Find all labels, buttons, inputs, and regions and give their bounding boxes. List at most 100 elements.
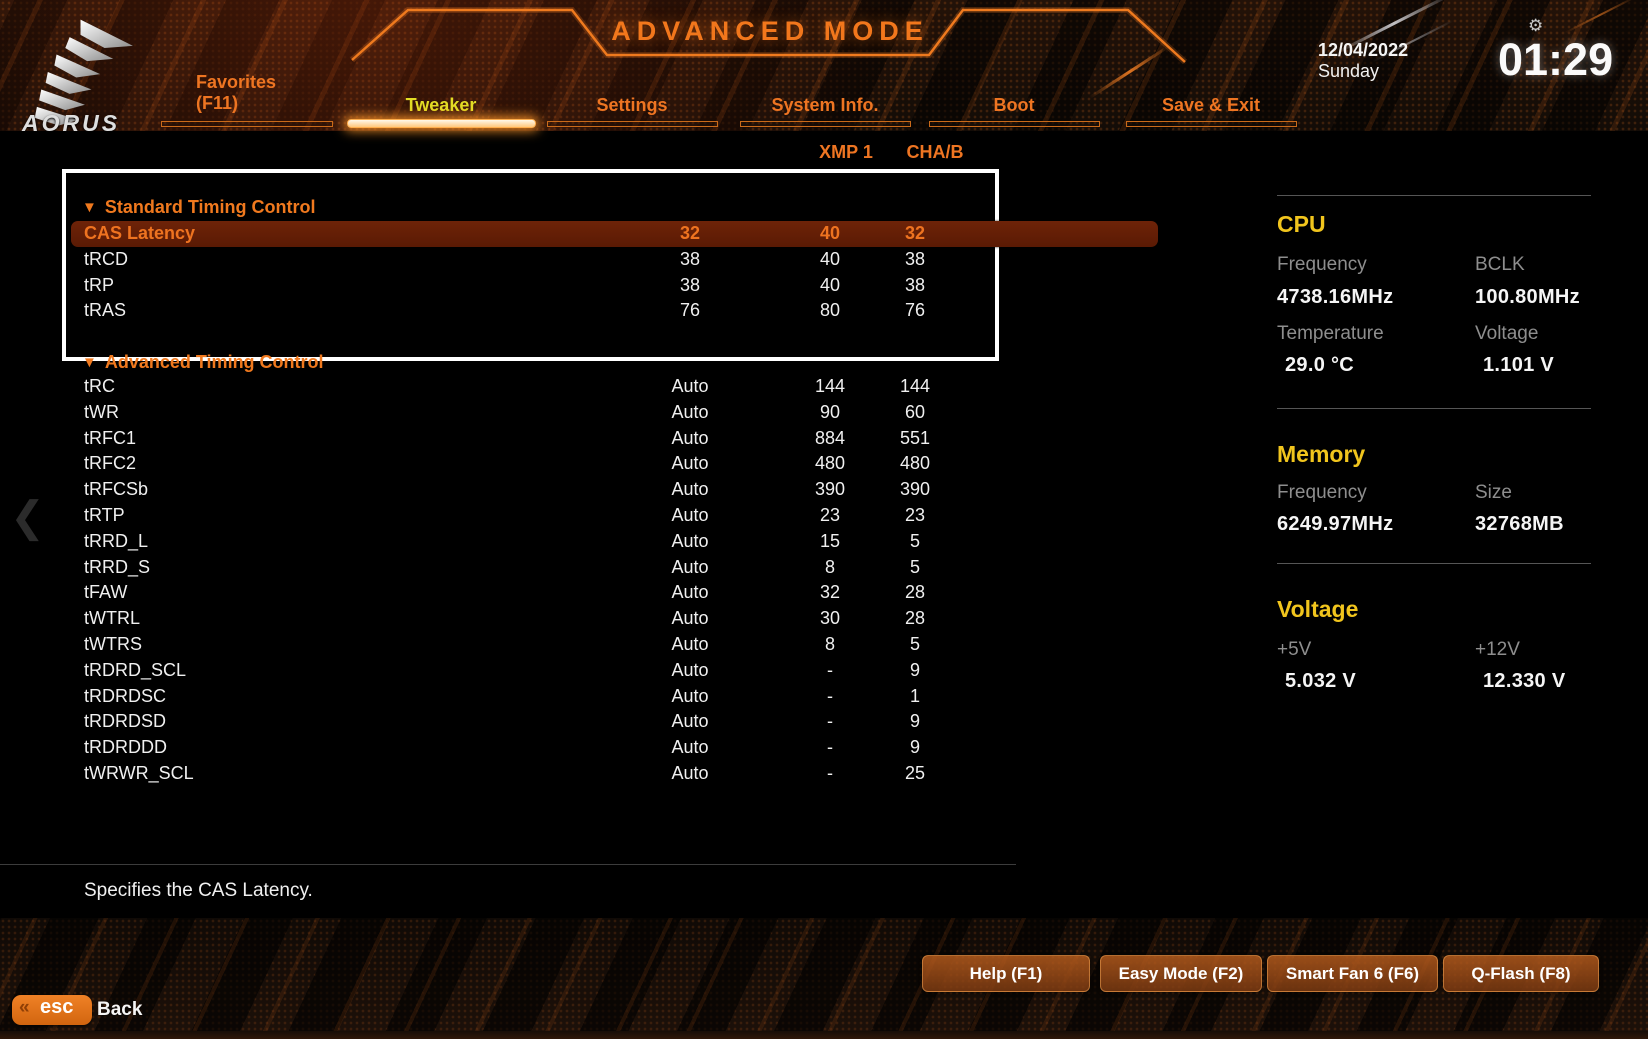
timing-row-tWRWR_SCL[interactable]: tWRWR_SCL Auto - 25 — [71, 761, 1158, 787]
timing-cha-value: 38 — [904, 248, 926, 269]
timing-cha-value: 76 — [904, 300, 926, 321]
tab-underline-system-info[interactable] — [740, 121, 911, 127]
smart-fan-button[interactable]: Smart Fan 6 (F6) — [1267, 955, 1438, 992]
timing-current-value: Auto — [671, 401, 709, 422]
tab-settings[interactable]: Settings — [596, 95, 668, 115]
help-button[interactable]: Help (F1) — [922, 955, 1090, 992]
tab-tweaker[interactable]: Tweaker — [405, 95, 477, 115]
tab-underline-tweaker-active[interactable] — [347, 119, 536, 128]
timing-label: tRDRDSD — [84, 711, 167, 732]
standard-timing-callout-box — [62, 169, 999, 361]
timing-xmp-value: 40 — [819, 274, 841, 295]
timing-cha-value: 5 — [909, 633, 920, 654]
timing-row-tRFCSb[interactable]: tRFCSb Auto 390 390 — [71, 477, 1158, 503]
collapse-triangle-icon: ▼ — [82, 199, 97, 216]
timing-xmp-value: - — [827, 685, 833, 706]
tab-save-exit[interactable]: Save & Exit — [1161, 95, 1261, 115]
standard-timing-rows: CAS Latency 32 40 32 tRCD 38 40 38 tRP 3… — [71, 221, 1158, 324]
timing-row-CAS Latency[interactable]: CAS Latency 32 40 32 — [71, 221, 1158, 247]
timing-current-value: Auto — [671, 685, 709, 706]
timing-current-value: Auto — [671, 530, 709, 551]
timing-label: CAS Latency — [84, 223, 196, 243]
timing-row-tRRD_L[interactable]: tRRD_L Auto 15 5 — [71, 529, 1158, 555]
timing-label: tWR — [84, 401, 119, 422]
timing-label: tRFC2 — [84, 453, 137, 474]
q-flash-button[interactable]: Q-Flash (F8) — [1443, 955, 1599, 992]
tab-underline-settings[interactable] — [547, 121, 718, 127]
gear-icon[interactable]: ⚙ — [1528, 16, 1544, 35]
esc-button[interactable]: « esc — [12, 995, 92, 1025]
timing-label: tRP — [84, 274, 115, 295]
timing-row-tRFC1[interactable]: tRFC1 Auto 884 551 — [71, 426, 1158, 452]
tab-underline-boot[interactable] — [929, 121, 1100, 127]
orange-streak-decoration — [1088, 44, 1172, 99]
timing-row-tWTRS[interactable]: tWTRS Auto 8 5 — [71, 632, 1158, 658]
timing-row-tRC[interactable]: tRC Auto 144 144 — [71, 374, 1158, 400]
timing-row-tRRD_S[interactable]: tRRD_S Auto 8 5 — [71, 555, 1158, 581]
sidebar-divider — [1277, 563, 1591, 564]
back-label[interactable]: Back — [97, 999, 143, 1020]
timing-row-tWR[interactable]: tWR Auto 90 60 — [71, 400, 1158, 426]
timing-current-value: Auto — [671, 556, 709, 577]
help-text: Specifies the CAS Latency. — [84, 880, 313, 901]
timing-xmp-value: 90 — [819, 401, 841, 422]
timing-xmp-value: 884 — [814, 427, 846, 448]
tab-underline-favorites[interactable] — [161, 121, 333, 127]
timing-xmp-value: 80 — [819, 300, 841, 321]
timing-row-tRDRDSD[interactable]: tRDRDSD Auto - 9 — [71, 709, 1158, 735]
tab-underline-save-exit[interactable] — [1126, 121, 1297, 127]
timing-cha-value: 551 — [899, 427, 931, 448]
voltage-12v-label: +12V — [1475, 639, 1520, 660]
collapse-triangle-icon: ▼ — [82, 354, 97, 371]
tab-favorites-line2: (F11) — [196, 93, 239, 113]
cpu-frequency-value: 4738.16MHz — [1277, 286, 1394, 308]
advanced-timing-title: Advanced Timing Control — [104, 352, 324, 372]
tab-system-info[interactable]: System Info. — [771, 95, 879, 115]
cpu-bclk-label: BCLK — [1475, 254, 1525, 275]
timing-row-tWTRL[interactable]: tWTRL Auto 30 28 — [71, 606, 1158, 632]
timing-cha-value: 144 — [899, 376, 931, 396]
timing-current-value: 38 — [679, 248, 701, 269]
timing-cha-value: 1 — [909, 685, 920, 706]
timing-current-value: Auto — [671, 633, 709, 654]
timing-current-value: Auto — [671, 479, 709, 500]
standard-timing-section-header[interactable]: ▼ Standard Timing Control — [82, 197, 316, 219]
timing-label: tWTRS — [84, 633, 142, 654]
voltage-section-title: Voltage — [1277, 596, 1359, 622]
timing-current-value: 32 — [679, 223, 701, 243]
timing-label: tRDRDDD — [84, 737, 167, 758]
timing-row-tRCD[interactable]: tRCD 38 40 38 — [71, 247, 1158, 273]
timing-row-tFAW[interactable]: tFAW Auto 32 28 — [71, 580, 1158, 606]
column-header-cha: CHA/B — [906, 142, 964, 162]
timing-current-value: Auto — [671, 582, 709, 603]
advanced-mode-title: ADVANCED MODE — [611, 16, 929, 46]
date-text: 12/04/2022 — [1318, 40, 1409, 60]
timing-label: tRDRD_SCL — [84, 659, 187, 680]
timing-row-tRAS[interactable]: tRAS 76 80 76 — [71, 298, 1158, 324]
tab-favorites[interactable]: Favorites (F11) — [196, 72, 276, 114]
timing-cha-value: 28 — [904, 608, 926, 629]
timing-cha-value: 390 — [899, 479, 931, 500]
timing-xmp-value: 40 — [819, 248, 841, 269]
back-chevron-icon: « — [19, 997, 30, 1018]
timing-label: tRC — [84, 376, 115, 396]
easy-mode-button[interactable]: Easy Mode (F2) — [1100, 955, 1262, 992]
timing-cha-value: 32 — [904, 223, 926, 243]
chevron-left-icon[interactable]: ❮ — [10, 493, 46, 540]
timing-xmp-value: - — [827, 711, 833, 732]
timing-row-tRFC2[interactable]: tRFC2 Auto 480 480 — [71, 451, 1158, 477]
timing-row-tRP[interactable]: tRP 38 40 38 — [71, 273, 1158, 299]
timing-row-tRTP[interactable]: tRTP Auto 23 23 — [71, 503, 1158, 529]
tab-boot[interactable]: Boot — [993, 95, 1035, 115]
timing-xmp-value: 23 — [819, 504, 841, 525]
timing-row-tRDRDSC[interactable]: tRDRDSC Auto - 1 — [71, 684, 1158, 710]
timing-current-value: Auto — [671, 737, 709, 758]
timing-row-tRDRD_SCL[interactable]: tRDRD_SCL Auto - 9 — [71, 658, 1158, 684]
advanced-timing-section-header[interactable]: ▼ Advanced Timing Control — [82, 352, 324, 374]
timing-label: tWRWR_SCL — [84, 762, 194, 783]
esc-label: esc — [40, 996, 74, 1018]
timing-xmp-value: 15 — [819, 530, 841, 551]
timing-row-tRDRDDD[interactable]: tRDRDDD Auto - 9 — [71, 735, 1158, 761]
day-text: Sunday — [1318, 61, 1380, 81]
timing-xmp-value: 32 — [819, 582, 841, 603]
